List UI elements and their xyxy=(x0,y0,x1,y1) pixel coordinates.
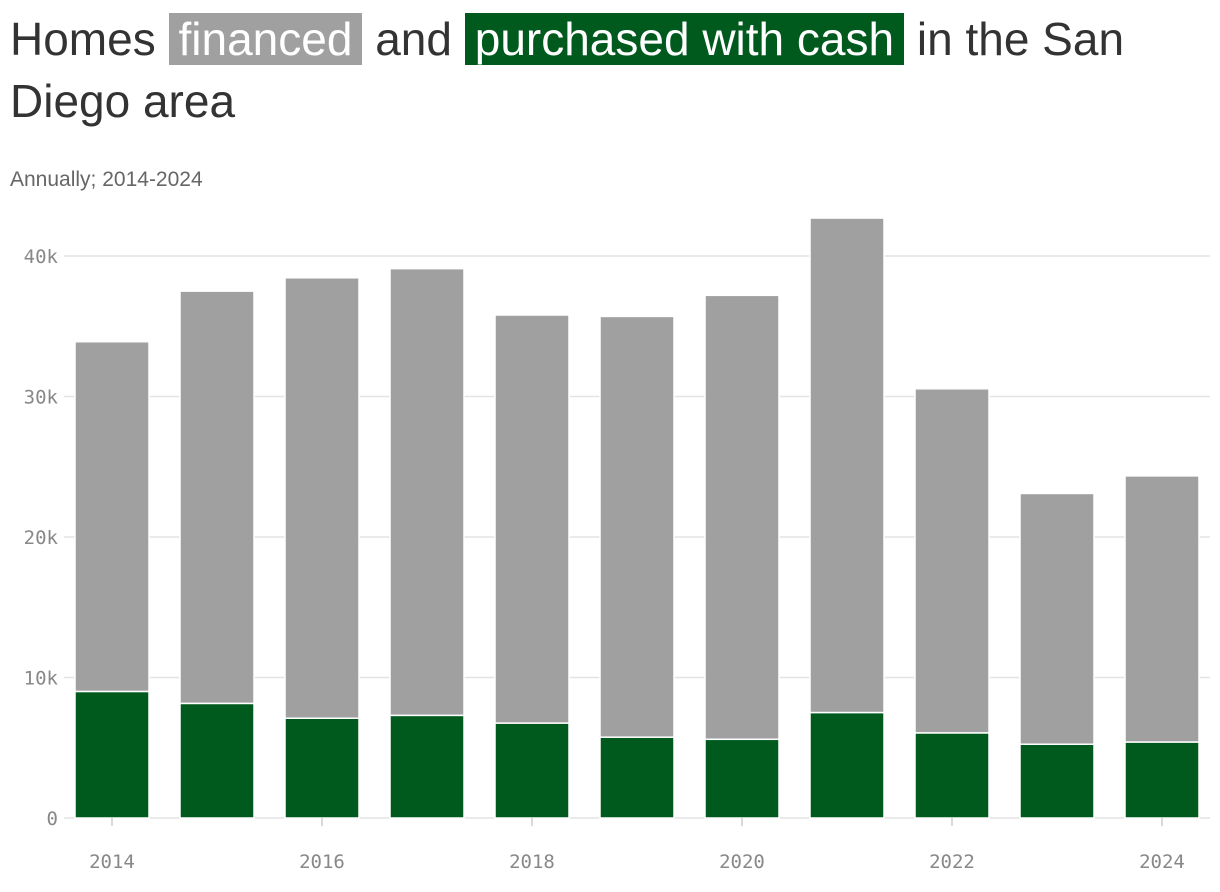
x-axis-ticks: 2014 2016 2018 2020 2022 2024 xyxy=(89,818,1185,873)
bar-financed-2018 xyxy=(494,314,570,724)
bar-cash-2021 xyxy=(809,711,885,819)
chart-subtitle: Annually; 2014-2024 xyxy=(10,168,203,191)
bar-financed-2023 xyxy=(1019,492,1095,745)
x-tick-label: 2024 xyxy=(1139,851,1185,873)
title-middle: and xyxy=(375,13,452,65)
y-tick-label: 40k xyxy=(24,246,59,268)
bar-cash-2019 xyxy=(599,736,675,819)
y-tick-label: 30k xyxy=(24,387,59,409)
x-tick-label: 2022 xyxy=(929,851,975,873)
bar-financed-2021 xyxy=(809,217,885,714)
bar-cash-2018 xyxy=(494,722,570,819)
x-tick-label: 2018 xyxy=(509,851,555,873)
x-tick-label: 2016 xyxy=(299,851,345,873)
y-axis-ticks: 0 10k 20k 30k 40k xyxy=(24,246,59,830)
y-tick-label: 0 xyxy=(47,808,58,830)
bar-financed-2014 xyxy=(74,340,150,693)
bar-financed-2022 xyxy=(914,388,990,734)
title-prefix: Homes xyxy=(10,13,156,65)
title-cash-highlight: purchased with cash xyxy=(464,13,905,65)
bar-financed-2019 xyxy=(599,315,675,738)
bar-cash-2017 xyxy=(389,714,465,819)
x-tick-label: 2020 xyxy=(719,851,765,873)
chart-title: Homes financed and purchased with cash i… xyxy=(10,8,1210,132)
bar-financed-2017 xyxy=(389,267,465,717)
bar-cash-2014 xyxy=(74,690,150,819)
bar-cash-2020 xyxy=(704,738,780,819)
bar-financed-2016 xyxy=(284,277,360,719)
bar-cash-2022 xyxy=(914,732,990,819)
y-tick-label: 10k xyxy=(24,668,59,690)
x-tick-label: 2014 xyxy=(89,851,135,873)
bar-cash-2015 xyxy=(179,702,255,819)
bar-financed-2024 xyxy=(1124,475,1200,743)
bar-financed-2015 xyxy=(179,290,255,705)
y-tick-label: 20k xyxy=(24,527,59,549)
bar-financed-2020 xyxy=(704,294,780,741)
bar-cash-2023 xyxy=(1019,743,1095,819)
bar-cash-2016 xyxy=(284,717,360,819)
bar-cash-2024 xyxy=(1124,741,1200,819)
stacked-bar-chart: 0 10k 20k 30k 40k 2014 2016 2018 2020 2022 2024 xyxy=(24,217,1210,873)
bars xyxy=(74,217,1200,819)
title-suffix: in the San Diego area xyxy=(10,13,1125,127)
title-financed-highlight: financed xyxy=(168,13,363,65)
